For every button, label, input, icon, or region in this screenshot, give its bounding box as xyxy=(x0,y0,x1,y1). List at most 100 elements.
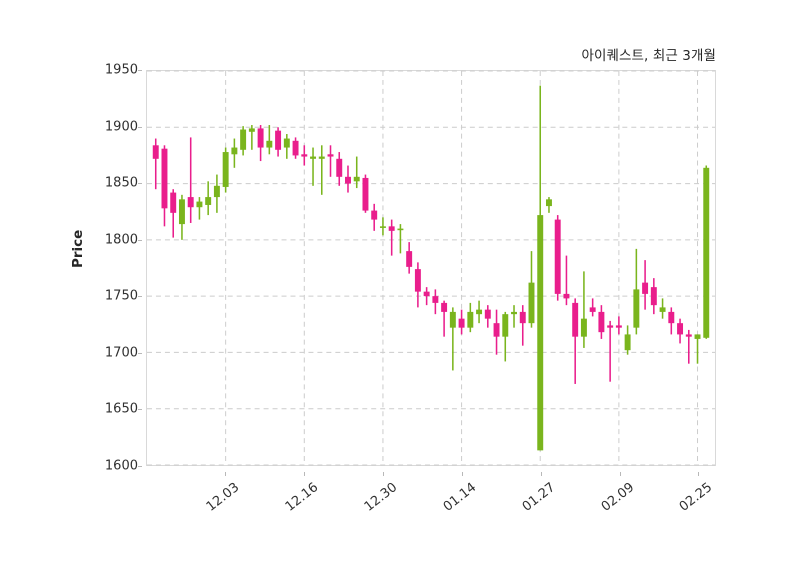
candlestick xyxy=(650,278,657,315)
y-axis-tick-mark xyxy=(138,239,142,241)
candlestick xyxy=(196,197,203,220)
candlestick xyxy=(152,138,159,190)
x-axis-tick-label: 01.27 xyxy=(519,480,558,515)
candlestick-body xyxy=(266,140,273,148)
candlestick-body xyxy=(580,318,587,337)
candlestick-body xyxy=(152,145,159,159)
candlestick xyxy=(327,145,334,177)
candlestick-body xyxy=(607,325,614,328)
candlestick-body xyxy=(275,130,282,150)
y-axis-tick-label: 1600 xyxy=(104,458,138,474)
candlestick xyxy=(633,248,640,335)
candlestick-body xyxy=(458,318,465,328)
candlestick xyxy=(388,219,395,256)
candlestick xyxy=(231,138,238,168)
candlestick xyxy=(257,125,264,162)
candlestick-body xyxy=(187,197,194,208)
candlestick xyxy=(283,134,290,159)
candlestick-body xyxy=(388,226,395,231)
candlestick xyxy=(345,165,351,193)
candlestick-body xyxy=(336,158,343,177)
candlestick xyxy=(222,147,229,193)
candlestick-body xyxy=(476,309,483,315)
candlestick-body xyxy=(659,307,666,312)
y-axis-tick-labels: 1600 1650 1700 1750 1800 1850 1900 1950 xyxy=(78,63,142,474)
candlestick-body xyxy=(257,128,264,148)
candlestick-body xyxy=(519,311,526,324)
candlestick xyxy=(476,300,483,324)
candlestick xyxy=(406,242,413,274)
candlestick-body xyxy=(467,311,474,328)
candlestick-body xyxy=(178,199,185,225)
candlestick xyxy=(336,152,343,186)
candlestick xyxy=(266,125,273,155)
candlestick xyxy=(397,224,404,254)
candlestick-body xyxy=(528,282,535,324)
candlestick-body xyxy=(493,323,500,337)
y-axis-tick-mark xyxy=(138,466,142,467)
candlestick-body xyxy=(545,199,552,207)
candlestick-body xyxy=(397,228,404,231)
x-axis-tick-label: 12.16 xyxy=(282,480,322,515)
x-axis-tick-label: 02.25 xyxy=(677,480,716,515)
x-axis-tick-label: 12.03 xyxy=(203,480,243,515)
candlestick xyxy=(677,318,684,344)
candlestick xyxy=(213,174,220,213)
x-axis-tick-mark xyxy=(461,472,463,476)
y-axis-tick-label: 1650 xyxy=(104,401,138,417)
candlestick xyxy=(589,298,596,317)
candlestick xyxy=(615,316,622,335)
candlestick-body xyxy=(327,154,334,157)
candlestick-body xyxy=(318,156,325,159)
candlestick-body xyxy=(205,197,212,205)
candlestick-body xyxy=(642,282,649,294)
x-axis-tick-label: 12.30 xyxy=(361,480,401,515)
candlestick-body xyxy=(371,210,378,220)
y-axis-tick-mark xyxy=(138,126,142,128)
y-axis-tick-mark xyxy=(138,409,142,411)
candlestick-body xyxy=(292,140,299,156)
candlestick xyxy=(519,305,526,346)
candlestick-body xyxy=(283,138,290,148)
candlestick xyxy=(178,194,185,240)
candlestick-body xyxy=(572,302,579,337)
candlestick xyxy=(580,271,587,348)
candlestick-body xyxy=(615,325,622,328)
candlestick xyxy=(432,289,439,315)
candlestick xyxy=(458,309,465,335)
candlestick xyxy=(642,260,649,310)
candlestick xyxy=(248,125,255,150)
candlestick-body xyxy=(345,176,351,184)
candlestick-body xyxy=(170,192,177,213)
x-axis-tick-mark xyxy=(382,472,384,476)
chart-title: 아이퀘스트, 최근 3개월 xyxy=(581,48,716,64)
y-axis-tick-mark xyxy=(138,352,142,354)
candlestick-body xyxy=(310,156,317,159)
candlestick xyxy=(493,309,500,355)
candlestick xyxy=(607,320,614,382)
candlestick-body xyxy=(703,167,710,338)
x-axis-tick-label: 01.14 xyxy=(440,480,479,515)
candlestick-body xyxy=(362,177,369,211)
y-axis-tick-label: 1700 xyxy=(104,345,138,361)
candlestick-body xyxy=(161,148,168,209)
candlestick xyxy=(537,85,544,451)
candlestick-body xyxy=(598,311,605,333)
candlestick xyxy=(502,311,509,362)
candlestick xyxy=(441,300,448,337)
candlestick-body xyxy=(423,291,430,297)
candlestick xyxy=(292,137,299,159)
candlestick xyxy=(379,217,386,236)
x-axis-tick-mark xyxy=(619,472,621,476)
x-axis-tick-mark xyxy=(303,472,305,476)
y-axis-tick-label: 1900 xyxy=(104,119,138,135)
candlestick-body xyxy=(222,152,229,187)
candlestick-body xyxy=(449,311,456,328)
candlestick xyxy=(161,145,168,227)
candlestick-body xyxy=(589,307,596,312)
candlestick xyxy=(310,147,317,186)
candlestick xyxy=(563,255,570,306)
candlestick-body xyxy=(196,201,203,208)
candlestick-body xyxy=(484,309,491,319)
